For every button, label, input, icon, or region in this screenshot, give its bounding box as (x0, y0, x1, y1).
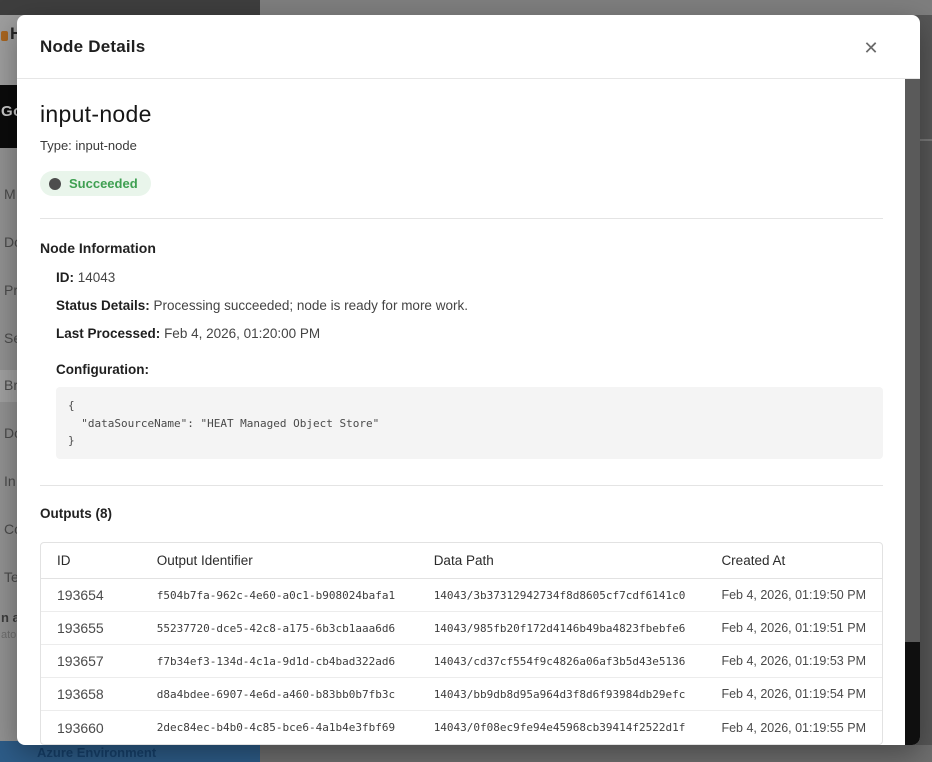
background-topbar-left (0, 0, 260, 15)
background-topbar-right (260, 0, 932, 15)
created-at-cell: Feb 4, 2026, 01:19:53 PM (705, 645, 882, 678)
configuration-json: { "dataSourceName": "HEAT Managed Object… (68, 399, 380, 448)
configuration-label: Configuration: (56, 362, 149, 377)
data-path-cell: 14043/cd37cf554f9c4826a06af3b5d43e5136 (417, 645, 706, 678)
node-type-label: Type: input-node (40, 138, 137, 153)
background-sidebar-item-fragment: In (4, 473, 16, 489)
background-sidebar-item-fragment: M (4, 186, 16, 202)
node-details-modal: Node Details ✕ input-node Type: input-no… (17, 15, 920, 745)
background-sidebar-item-fragment: Pr (4, 282, 18, 298)
status-badge-label: Succeeded (69, 176, 138, 191)
outputs-heading: Outputs (8) (40, 506, 112, 521)
output-identifier-cell: d8a4bdee-6907-4e6d-a460-b83bb0b7fb3c (140, 678, 418, 711)
outputs-column-header: Created At (705, 543, 882, 579)
outputs-table-header-row: ID Output Identifier Data Path Created At (41, 543, 882, 579)
outputs-table: ID Output Identifier Data Path Created At 1… (40, 542, 883, 745)
node-name-heading: input-node (40, 101, 152, 127)
status-details-value: Processing succeeded; node is ready for … (153, 298, 468, 313)
node-information-details: ID: 14043 Status Details: Processing suc… (40, 269, 883, 342)
output-identifier-cell: f7b34ef3-134d-4c1a-9d1d-cb4bad322ad6 (140, 645, 418, 678)
close-button[interactable]: ✕ (858, 35, 884, 61)
background-sidebar-bold-fragment: n a (1, 610, 20, 625)
created-at-cell: Feb 4, 2026, 01:19:55 PM (721, 720, 866, 735)
output-id-cell: 193654 (41, 579, 141, 612)
outputs-column-header: ID (41, 543, 141, 579)
divider (40, 485, 883, 486)
output-identifier-cell: 2dec84ec-b4b0-4c85-bce6-4a1b4e3fbf69 (156, 721, 396, 734)
modal-title: Node Details (40, 37, 146, 56)
last-processed-label: Last Processed: (56, 326, 161, 341)
modal-scrollbar[interactable] (905, 79, 920, 745)
azure-environment-label: Azure Environment (37, 745, 157, 760)
background-footer-strip (260, 745, 932, 762)
output-id-cell: 193655 (41, 612, 141, 645)
data-path-cell: 14043/3b37312942734f8d8605cf7cdf6141c0 (417, 579, 706, 612)
table-row[interactable]: 193658 d8a4bdee-6907-4e6d-a460-b83bb0b7fb… (41, 678, 882, 711)
modal-body: input-node Type: input-node Succeeded No… (17, 79, 920, 745)
created-at-cell: Feb 4, 2026, 01:19:50 PM (705, 579, 882, 612)
status-badge: Succeeded (40, 171, 151, 196)
output-identifier-cell: f504b7fa-962c-4e60-a0c1-b908024bafa1 (140, 579, 418, 612)
outputs-column-header: Data Path (417, 543, 706, 579)
table-row[interactable]: 193660 2dec84ec-b4b0-4c85-bce6-4a1b4e3fbf… (41, 711, 882, 744)
divider (40, 218, 883, 219)
modal-scrollbar-thumb[interactable] (905, 79, 920, 642)
output-id-cell: 193660 (57, 719, 104, 736)
data-path-cell: 14043/bb9db8d95a964d3f8d6f93984db29efc (417, 678, 706, 711)
app-logo-icon (1, 31, 8, 41)
node-information-heading: Node Information (40, 240, 156, 256)
node-id-value: 14043 (77, 270, 116, 285)
outputs-column-header: Output Identifier (140, 543, 418, 579)
node-id-line: ID: 14043 (56, 269, 883, 286)
configuration-code-block: { "dataSourceName": "HEAT Managed Object… (56, 387, 883, 459)
background-sidebar-item-fragment: Br (4, 377, 18, 393)
data-path-cell: 14043/0f08ec9fe94e45968cb39414f2522d1f (433, 721, 686, 734)
data-path-cell: 14043/985fb20f172d4146b49ba4823fbebfe6 (417, 612, 706, 645)
created-at-cell: Feb 4, 2026, 01:19:54 PM (705, 678, 882, 711)
status-dot-icon (49, 177, 61, 190)
background-sidebar-small-fragment: ator (1, 629, 20, 641)
azure-environment-bar[interactable]: Azure Environment (0, 741, 260, 762)
last-processed-line: Last Processed: Feb 4, 2026, 01:20:00 PM (56, 325, 883, 342)
created-at-cell: Feb 4, 2026, 01:19:51 PM (705, 612, 882, 645)
background-sidebar-item-fragment: Te (4, 569, 19, 585)
status-details-label: Status Details: (56, 298, 150, 313)
output-id-cell: 193657 (41, 645, 141, 678)
modal-header: Node Details ✕ (17, 15, 920, 79)
node-id-label: ID: (56, 270, 74, 285)
table-row[interactable]: 193657 f7b34ef3-134d-4c1a-9d1d-cb4bad322a… (41, 645, 882, 678)
status-details-line: Status Details: Processing succeeded; no… (56, 297, 883, 314)
output-identifier-cell: 55237720-dce5-42c8-a175-6b3cb1aaa6d6 (140, 612, 418, 645)
table-row[interactable]: 193655 55237720-dce5-42c8-a175-6b3cb1aaa6… (41, 612, 882, 645)
last-processed-value: Feb 4, 2026, 01:20:00 PM (164, 326, 321, 341)
table-row[interactable]: 193654 f504b7fa-962c-4e60-a0c1-b908024baf… (41, 579, 882, 612)
background-sidebar-item-fragment: Se (4, 330, 22, 346)
output-id-cell: 193658 (41, 678, 141, 711)
